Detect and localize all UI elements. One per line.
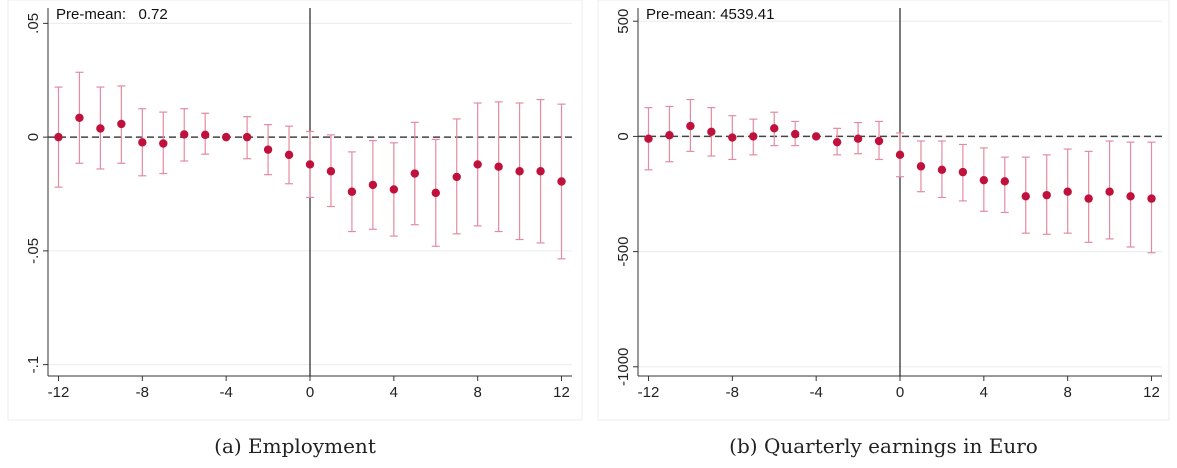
data-point xyxy=(368,180,378,190)
y-tick-label: -.1 xyxy=(25,356,42,374)
data-point xyxy=(410,169,419,178)
data-point xyxy=(326,167,336,176)
data-point xyxy=(916,162,926,171)
data-point xyxy=(958,167,968,177)
y-tick-label: 500 xyxy=(615,9,632,34)
data-point xyxy=(665,131,674,140)
data-point xyxy=(284,150,294,160)
x-tick-label: 8 xyxy=(474,384,482,401)
data-point xyxy=(749,132,758,141)
data-point xyxy=(515,167,524,176)
data-point xyxy=(452,172,461,182)
chart-outer-frame xyxy=(7,0,583,421)
x-tick-label: -12 xyxy=(638,384,660,401)
data-point xyxy=(201,130,210,140)
y-tick-label: -.05 xyxy=(25,238,42,264)
data-point xyxy=(96,124,105,133)
data-point xyxy=(686,121,695,131)
data-point xyxy=(221,132,231,142)
y-tick-label: 0 xyxy=(25,133,42,141)
y-tick-label: 0 xyxy=(615,132,632,140)
employment-event-study-chart: .05 0 -.05 -.1 -12 -8 -4 0 4 8 12 Pre-mean: 0.72 xyxy=(7,0,583,421)
x-tick-label: -12 xyxy=(48,384,70,401)
x-tick-label: -4 xyxy=(219,384,232,401)
data-point xyxy=(874,136,884,146)
data-point xyxy=(832,137,842,147)
data-point xyxy=(180,130,189,139)
x-tick-label: 8 xyxy=(1064,384,1072,401)
data-point xyxy=(728,133,737,142)
y-tick-label: .05 xyxy=(25,13,42,34)
data-point xyxy=(644,134,653,143)
data-point xyxy=(117,119,126,129)
data-point xyxy=(707,127,716,136)
chart-outer-frame xyxy=(597,0,1170,421)
x-tick-label: 0 xyxy=(306,384,314,401)
data-point xyxy=(431,188,440,198)
data-point xyxy=(1021,192,1030,201)
data-point xyxy=(811,132,821,141)
data-point xyxy=(159,139,168,148)
x-tick-label: 4 xyxy=(980,384,988,401)
y-tick-label: -500 xyxy=(615,237,632,267)
data-point xyxy=(1063,187,1072,196)
data-point xyxy=(263,145,273,154)
panel-employment: .05 0 -.05 -.1 -12 -8 -4 0 4 8 12 Pre-mean: 0.72 (a… xyxy=(7,0,583,458)
data-point xyxy=(937,165,947,175)
caption-earnings: (b) Quarterly earnings in Euro xyxy=(729,434,1038,458)
data-point xyxy=(1126,192,1135,201)
x-tick-label: 12 xyxy=(1143,384,1160,401)
data-point xyxy=(1084,194,1093,203)
panel-earnings: 500 0 -500 -1000 -12 -8 -4 0 4 8 12 Pre-mean: 4539.… xyxy=(590,0,1177,468)
data-point xyxy=(75,113,84,122)
data-point xyxy=(494,162,503,171)
data-point xyxy=(473,160,482,169)
data-point xyxy=(536,167,545,176)
x-tick-label: -8 xyxy=(726,384,739,401)
data-point xyxy=(557,177,566,186)
x-tick-label: 4 xyxy=(390,384,398,401)
data-point xyxy=(791,129,800,139)
data-point xyxy=(389,185,399,194)
data-point xyxy=(1000,177,1009,186)
y-tick-label: -1000 xyxy=(615,348,632,386)
data-point xyxy=(979,175,989,185)
data-point xyxy=(770,124,779,133)
caption-employment: (a) Employment xyxy=(214,434,376,458)
pre-mean-annotation: Pre-mean: 0.72 xyxy=(56,6,168,23)
data-point xyxy=(1147,194,1156,203)
data-point xyxy=(305,160,315,169)
data-point xyxy=(138,138,147,147)
data-point xyxy=(1042,190,1051,200)
x-tick-label: -8 xyxy=(136,384,149,401)
data-point xyxy=(347,187,357,196)
earnings-event-study-chart: 500 0 -500 -1000 -12 -8 -4 0 4 8 12 Pre-mean: 4539.… xyxy=(597,0,1170,421)
x-tick-label: 12 xyxy=(553,384,570,401)
data-point xyxy=(54,132,63,142)
data-point xyxy=(853,134,863,143)
data-point xyxy=(895,150,905,160)
pre-mean-annotation: Pre-mean: 4539.41 xyxy=(646,6,774,23)
data-point xyxy=(1105,187,1114,196)
data-point xyxy=(242,132,252,142)
x-tick-label: -4 xyxy=(809,384,822,401)
x-tick-label: 0 xyxy=(896,384,904,401)
